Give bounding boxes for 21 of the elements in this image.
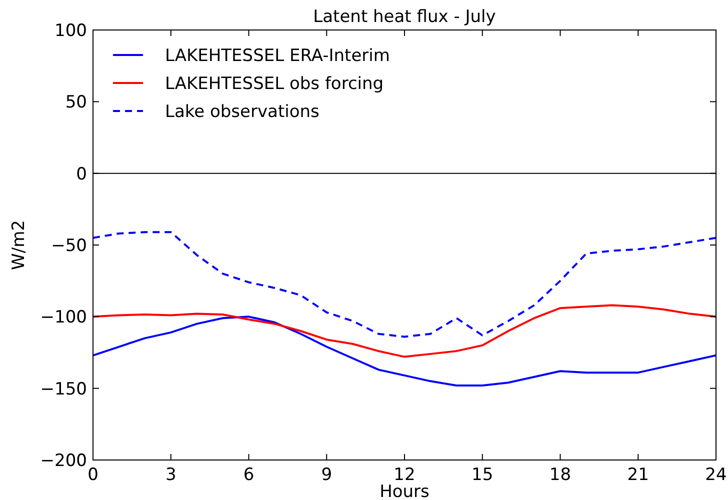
chart-title: Latent heat flux - July: [313, 7, 496, 27]
x-tick-label: 9: [321, 465, 332, 485]
x-axis-title: Hours: [380, 482, 430, 500]
x-tick-label: 6: [243, 465, 254, 485]
y-tick-label: −200: [40, 450, 87, 471]
y-axis-title: W/m2: [9, 220, 29, 270]
x-tick-label: 3: [165, 465, 176, 485]
x-tick-label: 15: [472, 465, 494, 485]
x-tick-label: 24: [705, 465, 727, 485]
y-tick-label: 100: [54, 20, 87, 41]
y-tick-label: −150: [40, 379, 87, 400]
x-tick-label: 21: [627, 465, 649, 485]
legend-label: LAKEHTESSEL obs forcing: [165, 74, 384, 94]
legend-label: LAKEHTESSEL ERA-Interim: [165, 46, 390, 66]
y-tick-label: −100: [40, 308, 87, 328]
x-tick-label: 12: [394, 465, 416, 485]
x-tick-label: 18: [549, 465, 572, 485]
y-tick-label: 0: [76, 164, 87, 184]
y-tick-label: −50: [51, 236, 87, 256]
y-tick-label: 50: [65, 92, 87, 113]
legend-label: Lake observations: [165, 102, 320, 122]
